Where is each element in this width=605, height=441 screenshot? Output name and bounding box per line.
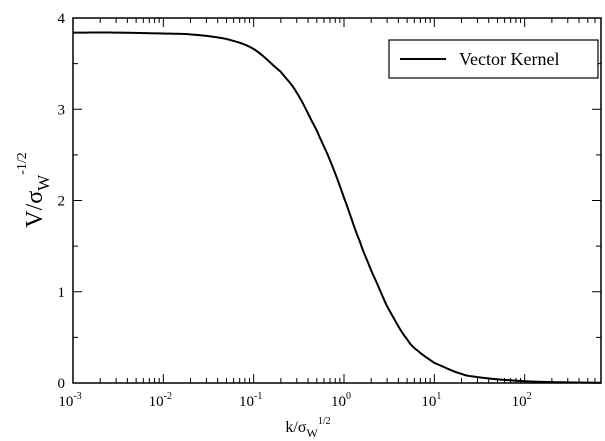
x-axis-title-sup: 1/2 xyxy=(318,416,331,427)
x-tick-label-base: 10 xyxy=(149,394,164,410)
y-axis-title-sub: W xyxy=(34,174,53,191)
y-tick-label: 0 xyxy=(58,376,66,392)
y-tick-label: 3 xyxy=(58,102,66,118)
x-tick-label-exp: 0 xyxy=(346,391,351,402)
x-tick-label-base: 10 xyxy=(58,394,73,410)
legend-label: Vector Kernel xyxy=(459,49,559,69)
x-tick-label-exp: 1 xyxy=(436,391,441,402)
x-tick-label-exp: -1 xyxy=(254,391,262,402)
x-tick-label-exp: 2 xyxy=(527,391,532,402)
x-tick-label-exp: -2 xyxy=(164,391,172,402)
x-tick-label-base: 10 xyxy=(421,394,436,410)
y-tick-label: 1 xyxy=(58,285,66,301)
x-tick-label-base: 10 xyxy=(239,394,254,410)
x-tick-label-base: 10 xyxy=(512,394,527,410)
y-axis-title-sup: -1/2 xyxy=(15,152,30,175)
x-axis-title-main: k/σ xyxy=(285,419,306,436)
x-tick-label-exp: -3 xyxy=(73,391,81,402)
legend: Vector Kernel xyxy=(389,40,598,78)
x-axis-title-sub: W xyxy=(306,426,318,440)
y-tick-label: 4 xyxy=(58,11,66,27)
y-axis-title-main: V/σ xyxy=(22,191,48,228)
x-tick-label-base: 10 xyxy=(331,394,346,410)
y-tick-label: 2 xyxy=(58,194,66,210)
